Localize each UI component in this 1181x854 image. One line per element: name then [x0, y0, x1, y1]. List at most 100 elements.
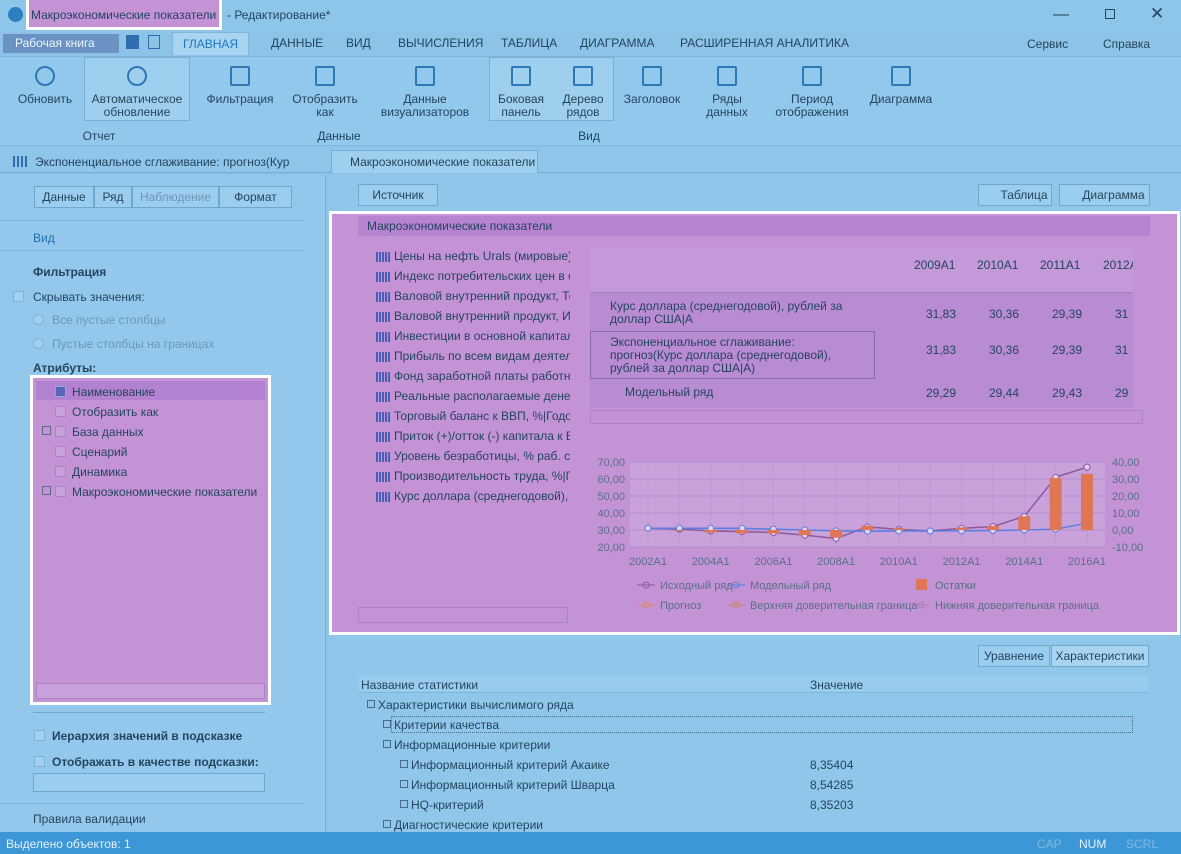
- residual-bar: [955, 527, 968, 530]
- breadcrumb[interactable]: Макроэкономические показатели: [367, 219, 553, 233]
- stat-name[interactable]: Критерии качества: [394, 718, 500, 732]
- series-item[interactable]: Уровень безработицы, % раб. си: [394, 449, 570, 463]
- ribbon-button[interactable]: Автоматическое обновление: [91, 92, 183, 119]
- document-tab[interactable]: Макроэкономические показатели: [331, 150, 538, 173]
- series-icon: [376, 472, 390, 482]
- legend-marker: [642, 581, 650, 589]
- sub-tab[interactable]: Данные: [34, 186, 94, 208]
- ribbon-tab[interactable]: ВИД: [346, 36, 371, 50]
- series-icon: [13, 156, 29, 167]
- minimize[interactable]: —: [1053, 6, 1069, 23]
- ribbon-button[interactable]: Обновить: [17, 92, 73, 106]
- status-text: Выделено объектов: 1: [6, 837, 131, 851]
- checkbox: [13, 291, 24, 302]
- series-item[interactable]: Валовой внутренний продукт, Те: [394, 289, 570, 303]
- stat-name[interactable]: Информационный критерий Акаике: [411, 758, 610, 772]
- sub-tab[interactable]: Наблюдение: [132, 186, 219, 208]
- chart-button[interactable]: Диаграмма: [1059, 184, 1150, 206]
- y-tick-label: 50,00: [597, 491, 625, 503]
- series-item[interactable]: Реальные располагаемые денеж: [394, 389, 570, 403]
- stat-name[interactable]: Характеристики вычислимого ряда: [378, 698, 574, 712]
- checkbox: [55, 406, 66, 417]
- stat-name[interactable]: Информационный критерий Шварца: [411, 778, 615, 792]
- window-title: Макроэкономические показатели: [31, 8, 217, 22]
- maximize[interactable]: [1105, 9, 1115, 19]
- ribbon-tab[interactable]: ТАБЛИЦА: [501, 36, 558, 50]
- row-header[interactable]: Модельный ряд: [625, 385, 714, 399]
- attribute-item[interactable]: Сценарий: [72, 445, 128, 459]
- attribute-item[interactable]: Динамика: [72, 465, 128, 479]
- series-point: [926, 527, 934, 535]
- table-cell: 31,83: [926, 307, 957, 321]
- attribute-item[interactable]: База данных: [72, 425, 144, 439]
- series-item[interactable]: Индекс потребительских цен в с: [394, 269, 570, 283]
- ribbon-button[interactable]: Боковая панель: [497, 92, 545, 119]
- ribbon-tab[interactable]: ГЛАВНАЯ: [172, 32, 250, 55]
- series-item[interactable]: Курс доллара (среднегодовой), ру: [394, 489, 570, 503]
- series-icon: [376, 292, 390, 302]
- ribbon-icon: [415, 66, 435, 86]
- expander: [42, 426, 51, 435]
- series-item[interactable]: Торговый баланс к ВВП, %|Годов: [394, 409, 570, 423]
- ribbon-tab[interactable]: РАСШИРЕННАЯ АНАЛИТИКА: [680, 36, 849, 50]
- table-header: [590, 248, 1133, 293]
- attribute-item[interactable]: Наименование: [72, 385, 156, 399]
- characteristics-button[interactable]: Характеристики: [1051, 645, 1149, 667]
- ribbon-icon: [230, 66, 250, 86]
- radio: [33, 314, 44, 325]
- table-cell: 29,29: [926, 386, 957, 400]
- ribbon-button[interactable]: Ряды данных: [706, 92, 748, 119]
- sub-tab[interactable]: Ряд: [94, 186, 132, 208]
- ribbon-button[interactable]: Период отображения: [775, 92, 849, 119]
- series-item[interactable]: Прибыль по всем видам деятельн: [394, 349, 570, 363]
- help-menu[interactable]: Справка: [1103, 37, 1151, 51]
- attribute-item[interactable]: Макроэкономические показатели: [72, 485, 258, 499]
- residual-bar: [1049, 478, 1062, 530]
- stat-name[interactable]: HQ-критерий: [411, 798, 484, 812]
- x-tick-label: 2008A1: [817, 556, 855, 568]
- series-item[interactable]: Инвестиции в основной капитал: [394, 329, 570, 343]
- ribbon-button[interactable]: Фильтрация: [206, 92, 274, 106]
- stat-name[interactable]: Диагностические критерии: [394, 818, 544, 832]
- residual-bar: [861, 525, 874, 530]
- section-header: Правила валидации: [33, 812, 146, 826]
- ribbon-tab[interactable]: ВЫЧИСЛЕНИЯ: [398, 36, 484, 50]
- series-item[interactable]: Фонд заработной платы работни: [394, 369, 570, 383]
- checkbox: [34, 756, 45, 767]
- residual-bar: [767, 530, 780, 534]
- table-button[interactable]: Таблица: [978, 184, 1052, 206]
- series-icon: [376, 412, 390, 422]
- row-header[interactable]: Курс доллара (среднегодовой), рублей за …: [610, 299, 843, 326]
- series-item[interactable]: Цены на нефть Urals (мировые), д: [394, 249, 570, 263]
- ribbon-button[interactable]: Данные визуализаторов: [380, 92, 470, 119]
- y2-tick-label: -10,00: [1112, 542, 1143, 554]
- service-menu[interactable]: Сервис: [1027, 37, 1069, 51]
- series-item[interactable]: Валовой внутренний продукт, Ин: [394, 309, 570, 323]
- title-highlight: [26, 0, 222, 30]
- equation-button[interactable]: Уравнение: [978, 645, 1050, 667]
- x-tick-label: 2004A1: [692, 556, 730, 568]
- series-icon: [376, 372, 390, 382]
- sub-tab[interactable]: Формат: [219, 186, 292, 208]
- left-panel-tab[interactable]: Экспоненциальное сглаживание: прогноз(Ку…: [35, 155, 290, 169]
- series-item[interactable]: Приток (+)/отток (-) капитала к В: [394, 429, 570, 443]
- residual-bar: [673, 530, 686, 531]
- column-header: 2010A1: [977, 258, 1019, 272]
- ribbon-button[interactable]: Дерево рядов: [562, 92, 604, 119]
- ribbon-button[interactable]: Диаграмма: [869, 92, 933, 106]
- series-icon: [376, 332, 390, 342]
- ribbon-button[interactable]: Заголовок: [623, 92, 681, 106]
- ribbon-tab[interactable]: ДАННЫЕ: [271, 36, 324, 50]
- row-header[interactable]: Экспоненциальное сглаживание: прогноз(Ку…: [610, 335, 832, 375]
- workbook-menu[interactable]: Рабочая книга: [3, 34, 119, 53]
- ribbon-tab[interactable]: ДИАГРАММА: [580, 36, 655, 50]
- ribbon-button[interactable]: Отобразить как: [292, 92, 358, 119]
- attribute-item[interactable]: Отобразить как: [72, 405, 159, 419]
- status-num: NUM: [1079, 837, 1107, 851]
- cell-focus: [590, 331, 875, 379]
- stat-name[interactable]: Информационные критерии: [394, 738, 551, 752]
- x-tick-label: 2010A1: [880, 556, 918, 568]
- series-item[interactable]: Производительность труда, %|Го: [394, 469, 570, 483]
- close[interactable]: ✕: [1150, 4, 1165, 23]
- source-button[interactable]: Источник: [358, 184, 438, 206]
